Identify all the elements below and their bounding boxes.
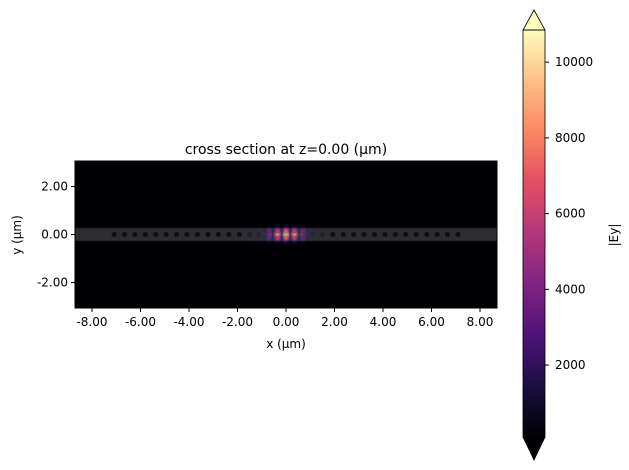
- x-tick-label: -4.00: [173, 315, 204, 329]
- hole-marker: [205, 231, 211, 238]
- x-tick-label: -6.00: [125, 315, 156, 329]
- hole-marker: [361, 231, 367, 238]
- hole-marker: [274, 231, 281, 238]
- hole-marker: [403, 231, 409, 238]
- y-tick-label: -2.00: [37, 276, 68, 290]
- hole-marker: [247, 231, 253, 238]
- y-axis: -2.00 0.00 2.00: [37, 179, 75, 290]
- colorbar-tick-label: 2000: [555, 358, 586, 372]
- hole-marker: [291, 231, 298, 238]
- x-tick-label: 0.00: [273, 315, 300, 329]
- hole-marker: [236, 231, 242, 238]
- hole-marker: [382, 231, 388, 238]
- colorbar-tick-label: 10000: [555, 55, 593, 69]
- colorbar-ticks: 2000 4000 6000 8000 10000: [545, 55, 593, 372]
- colorbar-tick-label: 4000: [555, 282, 586, 296]
- hole-marker: [121, 231, 128, 238]
- colorbar-tick-label: 8000: [555, 131, 586, 145]
- hole-marker: [413, 231, 419, 238]
- hole-marker: [256, 231, 262, 238]
- hole-marker: [444, 231, 451, 238]
- hole-marker: [215, 231, 221, 238]
- hole-marker: [434, 231, 440, 238]
- hole-marker: [194, 231, 201, 238]
- y-tick-label: 2.00: [41, 179, 68, 193]
- hole-marker: [226, 231, 232, 238]
- x-tick-label: 2.00: [321, 315, 348, 329]
- y-tick-label: 0.00: [41, 228, 68, 242]
- x-tick-label: -8.00: [76, 315, 107, 329]
- hole-marker: [424, 231, 430, 238]
- colorbar-tick-label: 6000: [555, 207, 586, 221]
- x-tick-label: 8.00: [467, 315, 494, 329]
- hole-marker: [392, 231, 398, 238]
- x-tick-label: -2.00: [222, 315, 253, 329]
- chart-title: cross section at z=0.00 (µm): [185, 142, 387, 158]
- colorbar-extend-bottom: [522, 436, 546, 461]
- x-axis: -8.00 -6.00 -4.00 -2.00 0.00 2.00 4.00 6.00 8.00: [76, 308, 493, 329]
- hole-marker: [283, 231, 289, 238]
- colorbar-gradient: [523, 30, 545, 437]
- hole-markers: [111, 231, 461, 238]
- colorbar-frame: [522, 29, 546, 438]
- y-axis-label: y (µm): [10, 215, 24, 255]
- x-tick-label: 6.00: [418, 315, 445, 329]
- hole-marker: [340, 231, 346, 238]
- hole-marker: [351, 231, 357, 238]
- colorbar-extend-top: [522, 9, 546, 31]
- x-axis-label: x (µm): [266, 337, 306, 351]
- hole-marker: [319, 231, 325, 238]
- hole-marker: [310, 231, 316, 238]
- hole-marker: [184, 231, 190, 238]
- hole-marker: [371, 231, 378, 238]
- hole-marker: [132, 231, 138, 238]
- hole-marker: [265, 231, 272, 238]
- hole-marker: [153, 231, 159, 238]
- hole-marker: [163, 231, 169, 238]
- hole-marker: [111, 231, 117, 238]
- x-tick-label: 4.00: [370, 315, 397, 329]
- hole-marker: [330, 231, 336, 238]
- hole-marker: [174, 231, 180, 238]
- hole-marker: [300, 231, 307, 238]
- colorbar-label: |Ey|: [607, 224, 621, 247]
- hole-marker: [142, 231, 148, 238]
- hole-marker: [455, 231, 461, 238]
